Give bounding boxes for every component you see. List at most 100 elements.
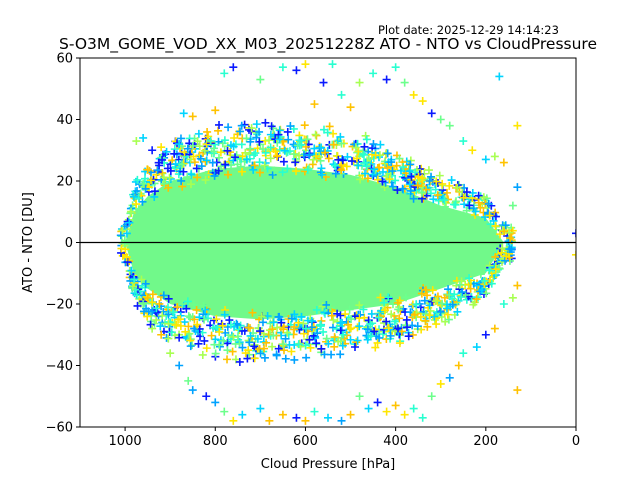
outlier-point <box>139 133 148 142</box>
outlier-point <box>346 410 355 419</box>
scatter-point <box>129 192 138 201</box>
scatter-points <box>116 60 576 425</box>
scatter-point <box>491 252 500 261</box>
scatter-point <box>396 328 405 337</box>
scatter-point <box>495 264 504 273</box>
scatter-point <box>328 323 337 332</box>
scatter-point <box>183 173 192 182</box>
scatter-point <box>255 137 264 146</box>
scatter-point <box>402 293 411 302</box>
scatter-point <box>292 167 301 176</box>
outlier-point <box>499 300 508 308</box>
scatter-point <box>141 184 150 193</box>
scatter-point <box>417 289 426 298</box>
scatter-point <box>182 304 191 313</box>
scatter-point <box>430 312 439 321</box>
scatter-point <box>158 168 167 177</box>
scatter-point <box>458 288 467 297</box>
scatter-point <box>189 300 198 309</box>
scatter-point <box>116 231 125 240</box>
scatter-point <box>193 137 202 146</box>
scatter-point <box>229 142 238 151</box>
scatter-point <box>214 153 223 162</box>
scatter-point <box>462 188 471 197</box>
scatter-point <box>177 176 186 185</box>
scatter-point <box>331 169 340 178</box>
outlier-point <box>369 69 378 78</box>
scatter-point <box>279 340 288 349</box>
scatter-point <box>355 301 364 310</box>
scatter-point <box>329 160 338 169</box>
scatter-point <box>355 322 364 331</box>
scatter-point <box>166 174 175 183</box>
scatter-point <box>457 293 466 302</box>
outlier-point <box>184 376 193 385</box>
scatter-point <box>165 173 174 182</box>
scatter-point <box>143 165 152 174</box>
x-tick-label: 600 <box>293 434 318 449</box>
scatter-point <box>209 323 218 332</box>
scatter-point <box>354 161 363 170</box>
scatter-point <box>444 315 453 324</box>
scatter-point <box>190 158 199 167</box>
scatter-point <box>395 339 404 348</box>
scatter-point <box>223 346 232 355</box>
scatter-point <box>393 186 402 195</box>
scatter-point <box>219 336 228 345</box>
outlier-point <box>202 392 211 401</box>
scatter-point <box>193 173 202 182</box>
scatter-point <box>233 160 242 169</box>
scatter-point <box>331 161 339 170</box>
scatter-point <box>359 305 368 314</box>
scatter-point <box>256 327 265 336</box>
scatter-point <box>443 310 452 319</box>
outlier-point <box>391 401 400 410</box>
scatter-point <box>506 234 515 243</box>
scatter-point <box>297 312 306 321</box>
scatter-point <box>224 170 233 179</box>
scatter-point <box>178 160 187 169</box>
chart-title: S-O3M_GOME_VOD_XX_M03_20251228Z ATO - NT… <box>58 35 597 53</box>
scatter-point <box>188 141 197 150</box>
scatter-point <box>306 343 315 352</box>
scatter-point <box>323 128 332 137</box>
scatter-point <box>139 179 148 188</box>
scatter-point <box>376 140 385 149</box>
scatter-point <box>484 199 493 208</box>
scatter-point <box>356 175 365 184</box>
scatter-point <box>351 143 360 152</box>
scatter-point <box>325 122 334 131</box>
outlier-point <box>459 349 468 358</box>
outlier-point <box>229 416 238 425</box>
outlier-point <box>373 398 382 407</box>
scatter-point <box>200 336 209 345</box>
scatter-point <box>332 324 341 333</box>
outlier-point <box>157 330 166 339</box>
scatter-point <box>398 184 407 193</box>
outlier-point <box>188 386 197 395</box>
outlier-point <box>481 330 490 339</box>
outlier-point <box>409 404 418 413</box>
scatter-point <box>127 207 136 216</box>
scatter-point <box>309 155 318 164</box>
scatter-point <box>118 226 127 235</box>
scatter-point <box>247 124 256 133</box>
outlier-point <box>292 413 301 422</box>
scatter-point <box>238 343 247 352</box>
scatter-point <box>361 131 370 140</box>
outlier-point <box>337 416 346 425</box>
outlier-point <box>418 97 427 106</box>
scatter-point <box>269 331 278 340</box>
scatter-point <box>142 292 151 301</box>
scatter-point <box>423 183 432 192</box>
scatter-point <box>313 329 322 338</box>
scatter-point <box>291 158 300 167</box>
outlier-point <box>513 281 522 290</box>
scatter-point <box>342 162 351 171</box>
scatter-point <box>370 165 379 174</box>
scatter-point <box>146 176 155 185</box>
scatter-point <box>198 350 207 359</box>
scatter-point <box>501 256 510 265</box>
scatter-point <box>265 136 274 145</box>
scatter-point <box>220 136 229 145</box>
